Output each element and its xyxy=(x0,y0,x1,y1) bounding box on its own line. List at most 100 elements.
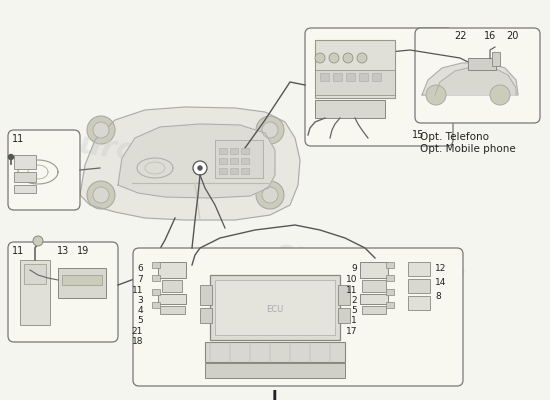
Bar xyxy=(14,172,36,182)
Bar xyxy=(230,148,238,154)
Circle shape xyxy=(33,236,43,246)
Bar xyxy=(241,148,249,154)
Bar xyxy=(219,158,227,164)
Bar xyxy=(230,168,238,174)
Circle shape xyxy=(262,122,278,138)
Bar xyxy=(20,260,50,325)
Bar xyxy=(24,264,46,284)
Bar xyxy=(360,262,388,278)
FancyBboxPatch shape xyxy=(8,242,118,342)
Bar xyxy=(58,268,106,298)
Text: 14: 14 xyxy=(435,278,447,287)
Text: 18: 18 xyxy=(131,337,143,346)
Bar xyxy=(386,289,394,295)
Bar xyxy=(362,306,386,314)
Bar xyxy=(14,155,36,169)
Circle shape xyxy=(329,53,339,63)
Bar xyxy=(386,302,394,308)
Text: 17: 17 xyxy=(345,327,357,336)
Bar xyxy=(230,158,238,164)
Text: eurospares: eurospares xyxy=(58,127,252,183)
Polygon shape xyxy=(422,63,518,95)
Bar xyxy=(492,52,500,66)
Circle shape xyxy=(490,85,510,105)
Bar xyxy=(346,73,355,81)
Circle shape xyxy=(8,154,14,160)
Circle shape xyxy=(343,53,353,63)
Text: 5: 5 xyxy=(351,306,357,315)
Text: 8: 8 xyxy=(435,292,441,301)
Bar xyxy=(14,185,36,193)
Bar xyxy=(62,275,102,285)
Bar xyxy=(200,308,212,323)
FancyBboxPatch shape xyxy=(415,28,540,123)
Bar xyxy=(359,73,368,81)
Bar xyxy=(152,289,160,295)
Bar xyxy=(362,280,386,292)
Text: 10: 10 xyxy=(345,275,357,284)
Bar xyxy=(408,296,430,310)
Bar xyxy=(158,262,186,278)
Circle shape xyxy=(262,187,278,203)
Circle shape xyxy=(87,181,115,209)
Circle shape xyxy=(93,122,109,138)
Text: ECU: ECU xyxy=(266,304,284,314)
Text: 4: 4 xyxy=(138,306,143,315)
Bar xyxy=(152,262,160,268)
Bar xyxy=(338,308,350,323)
Bar xyxy=(372,73,381,81)
Bar xyxy=(315,70,395,95)
Text: 7: 7 xyxy=(138,275,143,284)
Text: 13: 13 xyxy=(57,246,69,256)
Circle shape xyxy=(193,161,207,175)
Bar xyxy=(315,100,385,118)
Circle shape xyxy=(426,85,446,105)
Text: 2: 2 xyxy=(351,296,357,305)
Text: 19: 19 xyxy=(77,246,89,256)
Bar xyxy=(360,294,388,304)
Text: 22: 22 xyxy=(454,31,466,41)
Bar xyxy=(205,342,345,362)
Bar xyxy=(408,262,430,276)
Bar xyxy=(468,58,496,70)
Bar xyxy=(200,285,212,305)
FancyBboxPatch shape xyxy=(133,248,463,386)
Bar xyxy=(219,148,227,154)
Text: Opt. Telefono: Opt. Telefono xyxy=(420,132,489,142)
Bar xyxy=(241,168,249,174)
Text: 12: 12 xyxy=(435,264,447,273)
Circle shape xyxy=(357,53,367,63)
Bar xyxy=(152,302,160,308)
Text: Opt. Mobile phone: Opt. Mobile phone xyxy=(420,144,516,154)
Bar xyxy=(320,73,329,81)
Text: 15: 15 xyxy=(412,130,425,140)
Polygon shape xyxy=(435,67,516,95)
Circle shape xyxy=(256,181,284,209)
Text: 16: 16 xyxy=(484,31,496,41)
Text: 20: 20 xyxy=(506,31,518,41)
Text: 11: 11 xyxy=(12,246,24,256)
Bar xyxy=(219,168,227,174)
Circle shape xyxy=(93,187,109,203)
Text: 11: 11 xyxy=(12,134,24,144)
Bar xyxy=(215,140,263,178)
Text: 11: 11 xyxy=(345,286,357,295)
Polygon shape xyxy=(80,107,300,220)
FancyBboxPatch shape xyxy=(8,130,80,210)
Text: 21: 21 xyxy=(131,327,143,336)
Bar xyxy=(152,275,160,281)
Text: 5: 5 xyxy=(138,316,143,325)
Bar xyxy=(241,158,249,164)
Circle shape xyxy=(198,166,202,170)
Text: 3: 3 xyxy=(138,296,143,305)
Text: J: J xyxy=(272,390,278,400)
Text: 1: 1 xyxy=(351,316,357,325)
Bar xyxy=(210,275,340,340)
Bar xyxy=(333,73,342,81)
Bar xyxy=(158,294,186,304)
Bar xyxy=(315,40,395,98)
Polygon shape xyxy=(118,124,275,198)
Circle shape xyxy=(256,116,284,144)
Circle shape xyxy=(315,53,325,63)
Bar xyxy=(408,279,430,293)
